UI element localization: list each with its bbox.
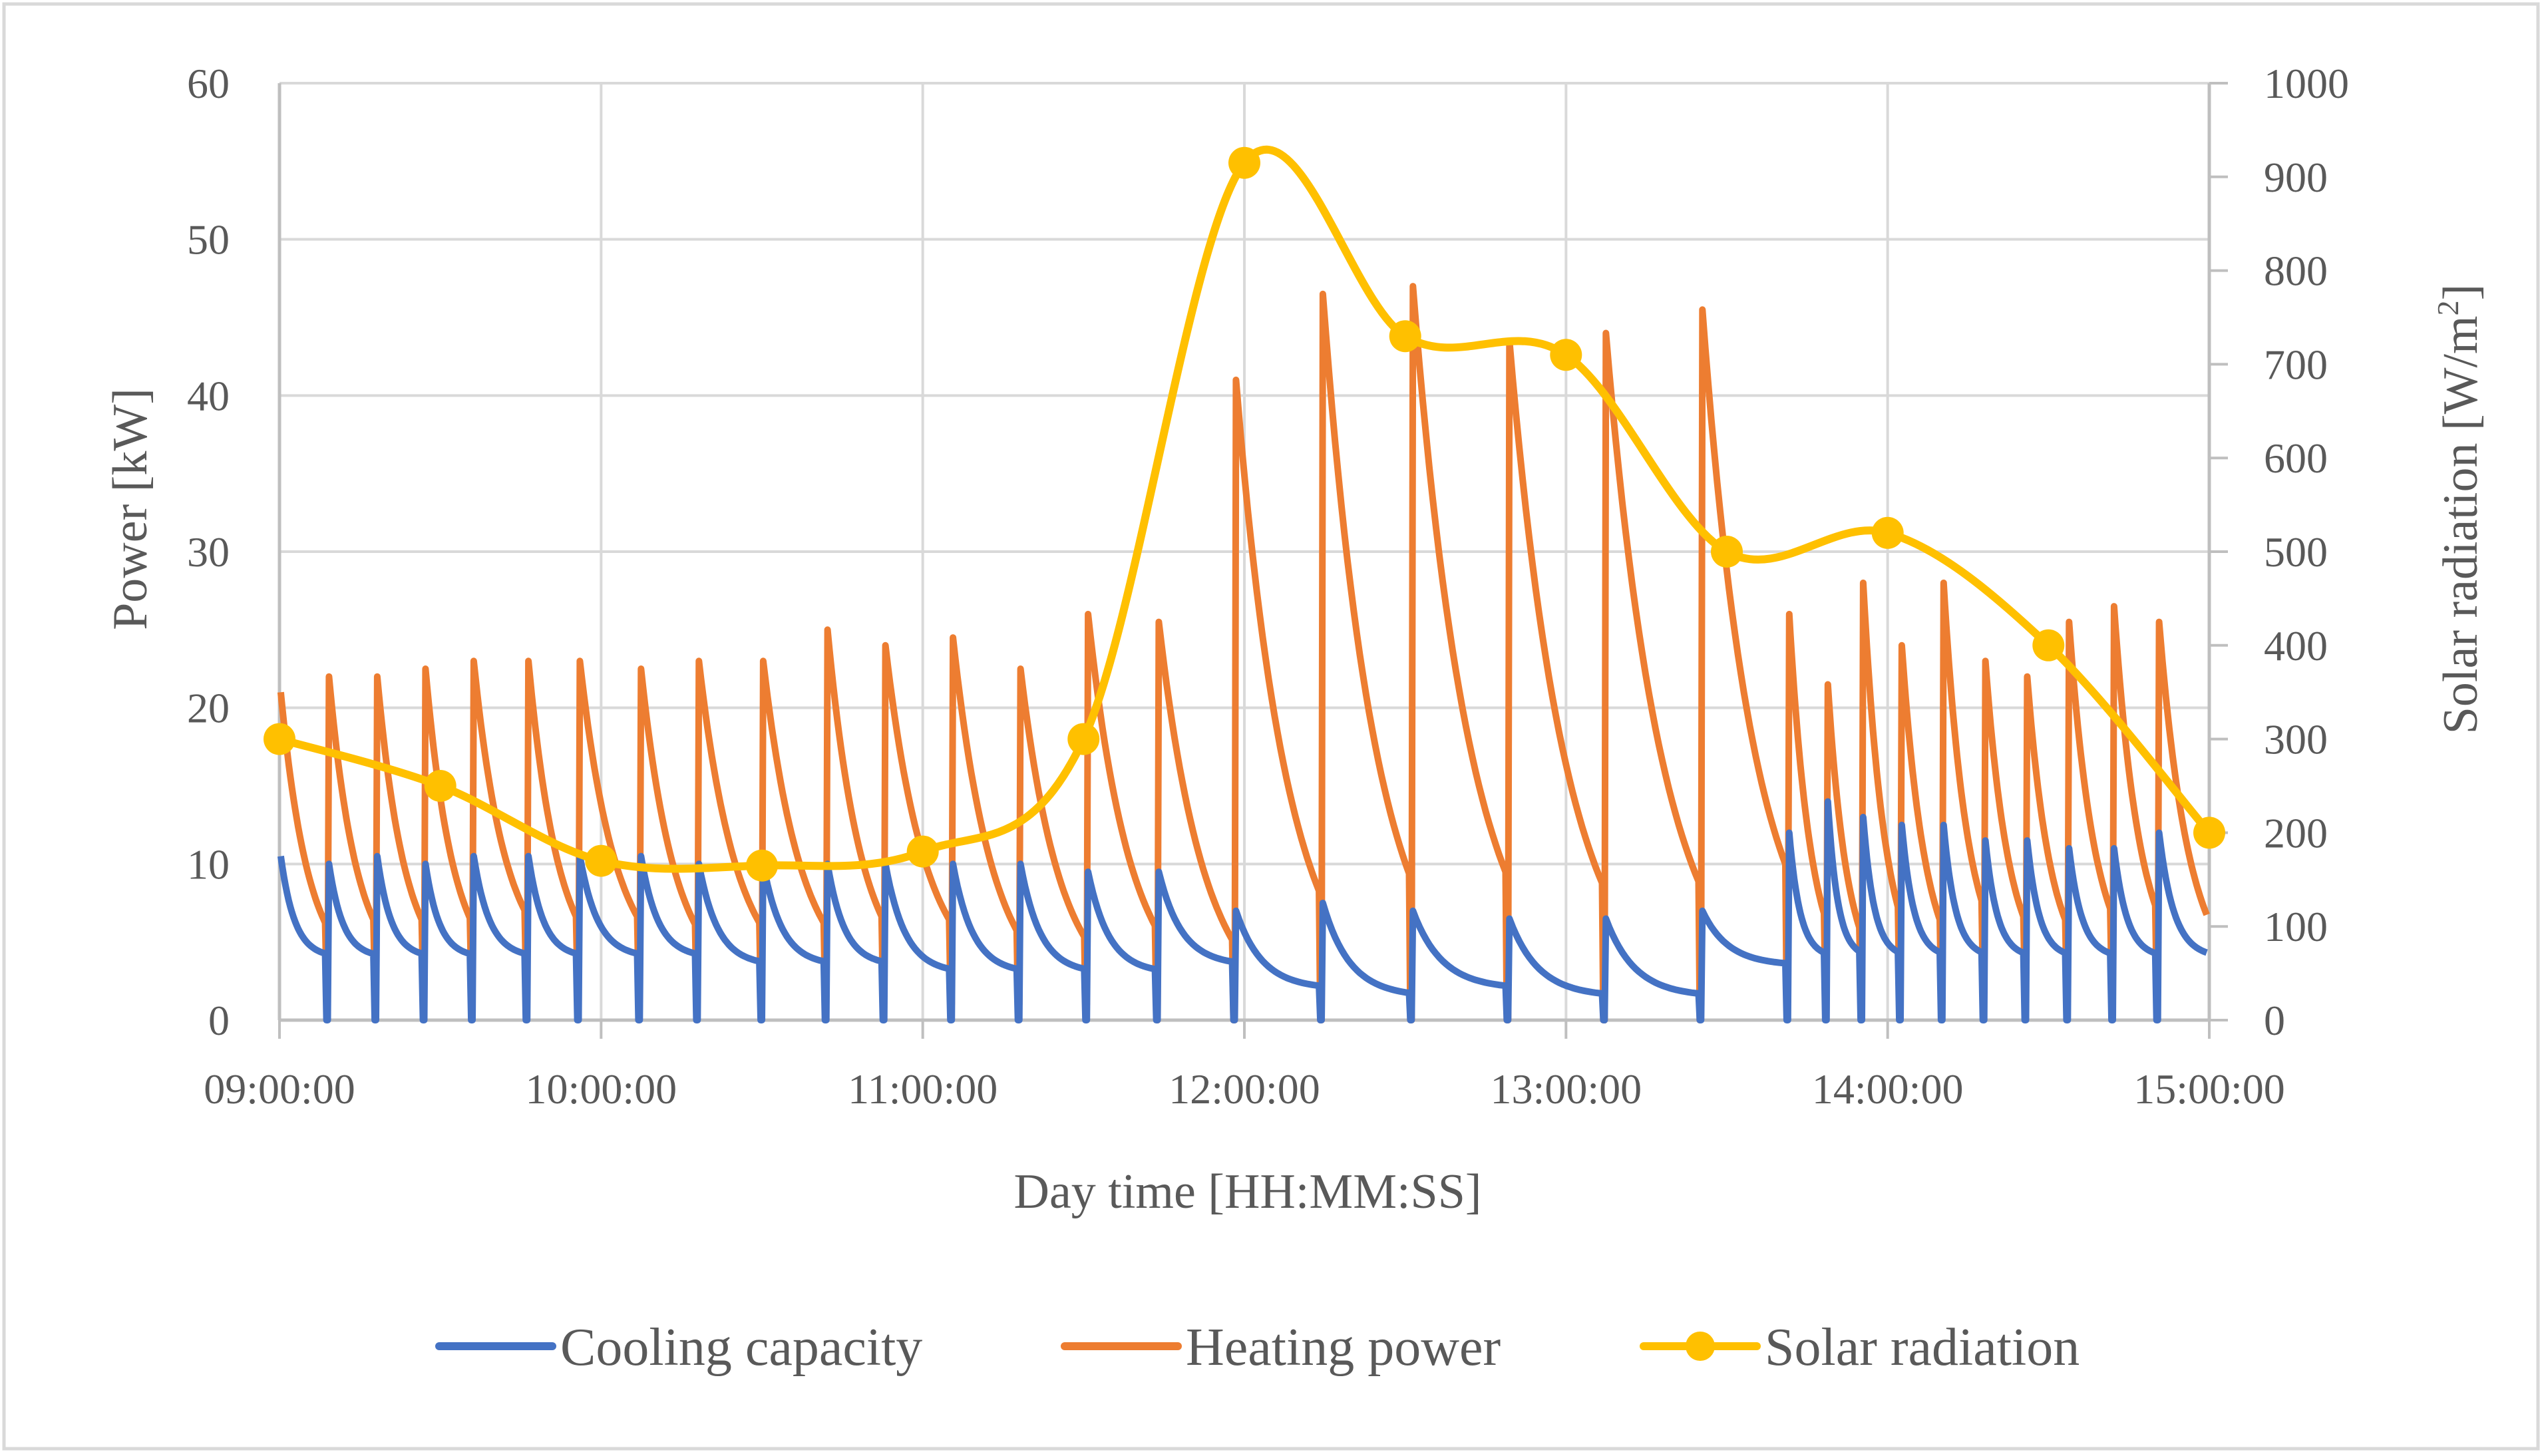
legend-item-cooling[interactable]: Cooling capacity (435, 1318, 922, 1377)
y-tick-label: 0 (208, 997, 230, 1044)
cooling-capacity-line (277, 798, 2209, 1023)
solar-radiation-point (1228, 146, 1260, 179)
x-axis-title: Day time [HH:MM:SS] (1014, 1165, 1482, 1219)
y2-tick-label: 400 (2264, 622, 2328, 669)
solar-radiation-point (424, 770, 456, 802)
y-tick-label: 10 (187, 840, 230, 888)
x-tick-label: 11:00:00 (848, 1065, 998, 1113)
x-tick-label: 14:00:00 (1812, 1065, 1964, 1113)
y2-tick-label: 600 (2264, 435, 2328, 482)
y2-tick-label: 700 (2264, 341, 2328, 388)
solar-radiation-point (1871, 516, 1904, 549)
solar-radiation-point (1711, 536, 1743, 568)
legend-item-heating[interactable]: Heating power (1061, 1318, 1501, 1377)
series-layer (264, 145, 2225, 1023)
solar-radiation-point (585, 844, 618, 877)
y2-tick-label: 0 (2264, 997, 2285, 1044)
tick-labels: 0102030405060010020030040050060070080090… (187, 60, 2349, 1113)
solar-radiation-point (1550, 339, 1582, 371)
solar-radiation-point (746, 849, 778, 882)
x-tick-label: 13:00:00 (1491, 1065, 1642, 1113)
y2-axis-title-end: ] (2434, 284, 2488, 301)
y2-tick-label: 200 (2264, 809, 2328, 856)
solar-radiation-point (1067, 723, 1100, 755)
legend: Cooling capacity Heating power Solar rad… (435, 1318, 2080, 1377)
y2-tick-label: 100 (2264, 903, 2328, 950)
solar-radiation-point (906, 835, 939, 868)
legend-label-solar: Solar radiation (1765, 1318, 2080, 1377)
solar-radiation-point (264, 723, 295, 755)
y-tick-label: 40 (187, 372, 230, 419)
y2-tick-label: 300 (2264, 716, 2328, 763)
y2-axis-title: Solar radiation [W/m2] (2431, 284, 2488, 734)
y2-axis-title-superscript: 2 (2431, 300, 2465, 315)
x-tick-label: 15:00:00 (2133, 1065, 2285, 1113)
y2-tick-label: 800 (2264, 248, 2328, 295)
legend-marker-solar (1686, 1332, 1715, 1361)
solar-radiation-point (1389, 320, 1421, 353)
solar-radiation-point (2193, 817, 2225, 849)
x-tick-label: 10:00:00 (526, 1065, 677, 1113)
solar-radiation-point (2032, 629, 2065, 661)
x-tick-label: 09:00:00 (204, 1065, 355, 1113)
y-tick-label: 30 (187, 528, 230, 576)
y2-tick-label: 900 (2264, 154, 2328, 201)
legend-label-cooling: Cooling capacity (560, 1318, 922, 1377)
y-tick-label: 50 (187, 216, 230, 264)
x-tick-label: 12:00:00 (1169, 1065, 1320, 1113)
legend-label-heating: Heating power (1186, 1318, 1501, 1377)
y-tick-label: 60 (187, 60, 230, 107)
y-tick-label: 20 (187, 685, 230, 732)
y2-axis-title-main: Solar radiation [W/m (2434, 315, 2488, 734)
legend-item-solar[interactable]: Solar radiation (1640, 1318, 2080, 1377)
y2-tick-label: 1000 (2264, 60, 2349, 107)
y2-tick-label: 500 (2264, 528, 2328, 576)
y-axis-title: Power [kW] (103, 388, 158, 630)
